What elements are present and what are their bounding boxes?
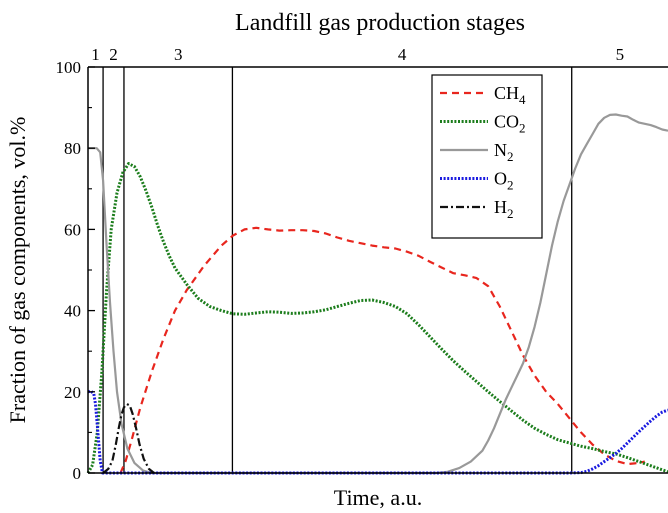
legend-label-co2: CO2 [494,112,526,136]
y-tick-label-60: 60 [64,220,81,239]
stage-label-5: 5 [616,45,625,64]
legend-box [431,74,543,239]
series-line-co2 [86,162,668,474]
stage-label-2: 2 [109,45,118,64]
series-line-n2 [88,113,668,475]
stage-label-1: 1 [91,45,100,64]
axis-ticks: 0 20 40 60 80 100 [56,58,95,483]
legend-label-o2: O2 [494,169,514,193]
legend-label-n2: N2 [494,140,514,164]
y-tick-label-40: 40 [64,302,81,321]
stage-label-4: 4 [398,45,407,64]
series-layer [86,113,668,475]
x-axis-label: Time, a.u. [334,485,422,510]
legend: CH4 CO2 N2 O2 H2 [431,74,543,239]
stage-label-3: 3 [174,45,183,64]
y-tick-label-0: 0 [73,464,82,483]
y-axis-label: Fraction of gas components, vol.% [5,117,30,424]
legend-label-h2: H2 [494,197,514,221]
y-tick-label-100: 100 [56,58,82,77]
chart-title: Landfill gas production stages [235,10,525,36]
series-line-o2 [87,389,668,475]
series-line-ch4 [119,226,646,474]
y-tick-label-20: 20 [64,383,81,402]
series-line-h2 [102,402,155,474]
y-tick-label-80: 80 [64,139,81,158]
legend-label-ch4: CH4 [494,83,526,107]
stage-divider-lines [102,67,573,473]
